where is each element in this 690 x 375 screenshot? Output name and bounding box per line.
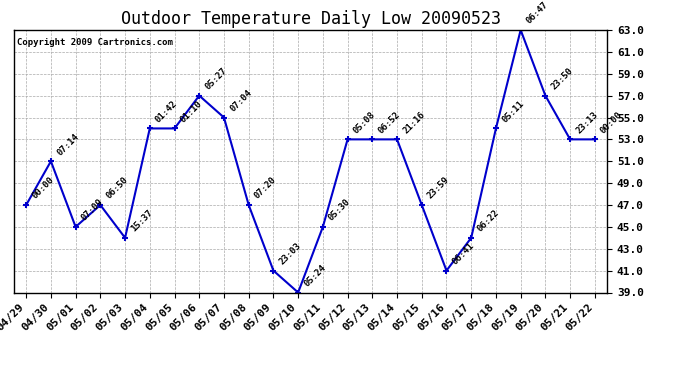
Text: 23:13: 23:13 bbox=[574, 110, 600, 135]
Text: 07:09: 07:09 bbox=[80, 197, 105, 223]
Text: 07:14: 07:14 bbox=[55, 132, 81, 157]
Text: 05:27: 05:27 bbox=[204, 66, 229, 92]
Text: 01:42: 01:42 bbox=[154, 99, 179, 124]
Text: 01:10: 01:10 bbox=[179, 99, 204, 124]
Text: Copyright 2009 Cartronics.com: Copyright 2009 Cartronics.com bbox=[17, 38, 172, 47]
Title: Outdoor Temperature Daily Low 20090523: Outdoor Temperature Daily Low 20090523 bbox=[121, 10, 500, 28]
Text: 06:47: 06:47 bbox=[525, 0, 550, 26]
Text: 00:00: 00:00 bbox=[599, 110, 624, 135]
Text: 06:22: 06:22 bbox=[475, 208, 501, 234]
Text: 23:50: 23:50 bbox=[549, 66, 575, 92]
Text: 07:20: 07:20 bbox=[253, 176, 278, 201]
Text: 06:50: 06:50 bbox=[104, 176, 130, 201]
Text: 06:52: 06:52 bbox=[377, 110, 402, 135]
Text: 23:03: 23:03 bbox=[277, 241, 303, 267]
Text: 05:08: 05:08 bbox=[352, 110, 377, 135]
Text: 06:41: 06:41 bbox=[451, 241, 476, 267]
Text: 05:30: 05:30 bbox=[327, 197, 353, 223]
Text: 00:00: 00:00 bbox=[30, 176, 56, 201]
Text: 05:24: 05:24 bbox=[302, 263, 328, 288]
Text: 15:37: 15:37 bbox=[129, 208, 155, 234]
Text: 21:16: 21:16 bbox=[401, 110, 426, 135]
Text: 07:04: 07:04 bbox=[228, 88, 253, 113]
Text: 23:59: 23:59 bbox=[426, 176, 451, 201]
Text: 05:11: 05:11 bbox=[500, 99, 526, 124]
